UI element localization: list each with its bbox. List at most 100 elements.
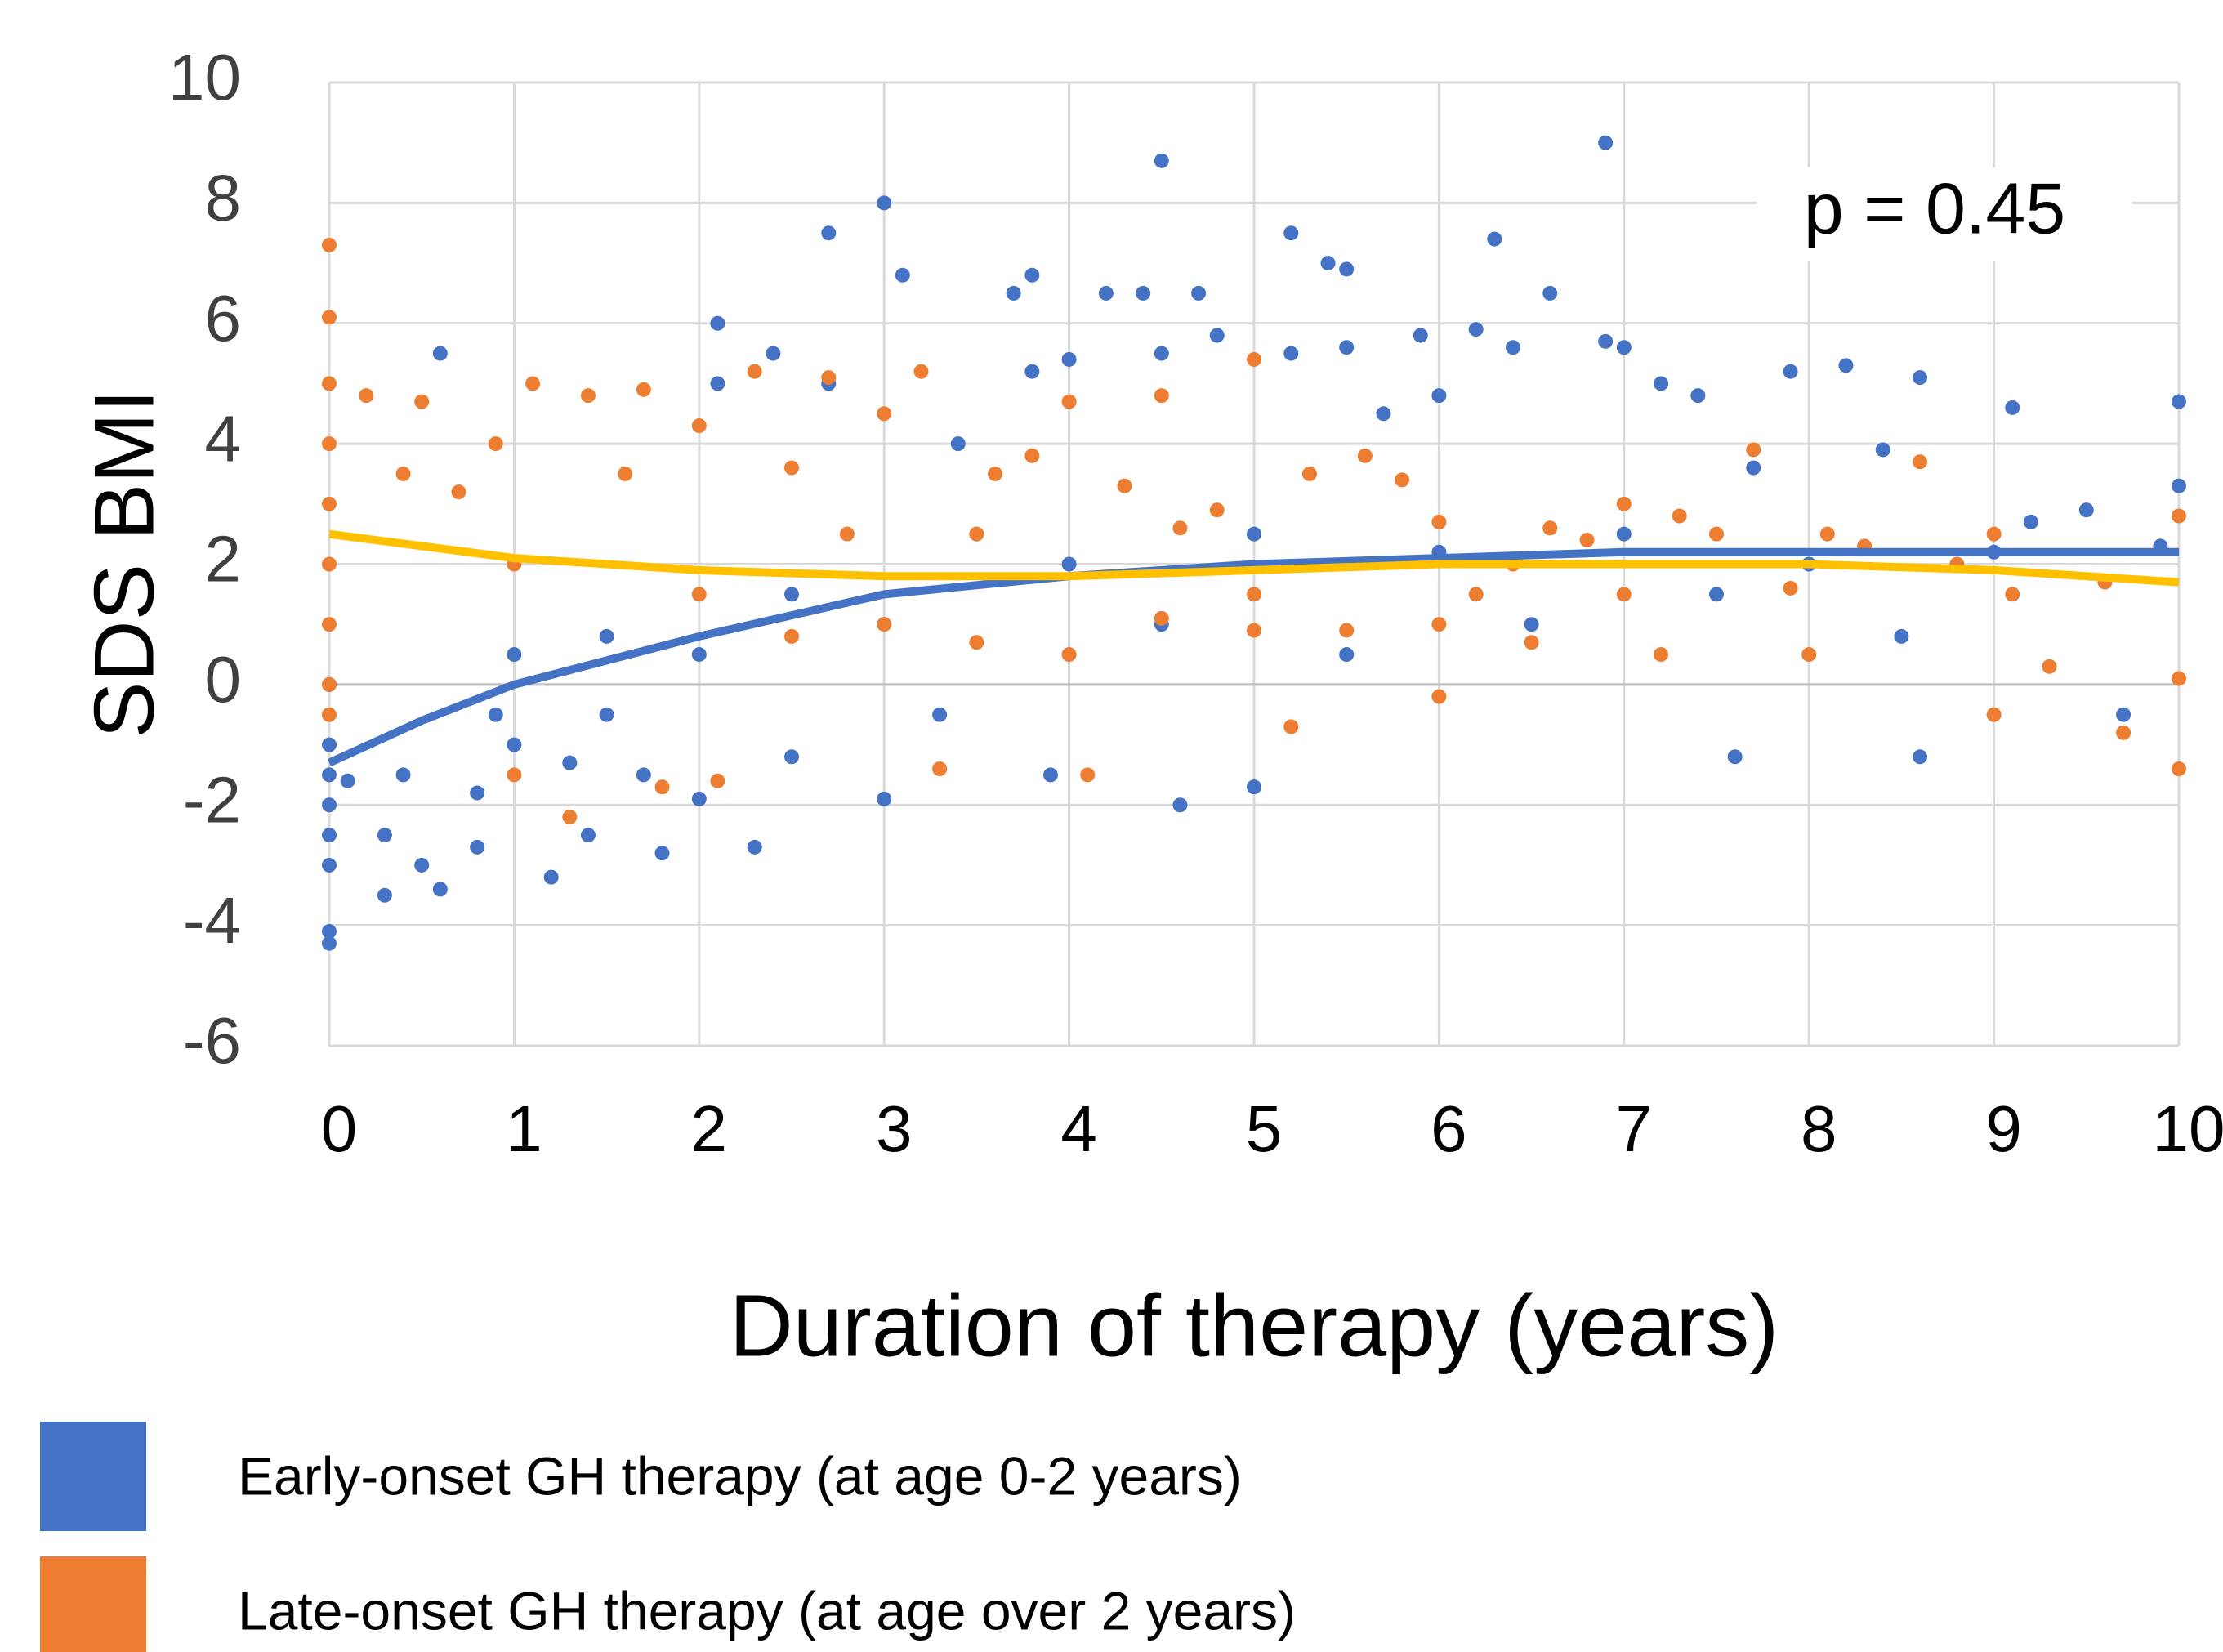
point <box>654 846 670 861</box>
point <box>2172 394 2186 409</box>
point <box>747 839 762 855</box>
point <box>322 617 337 632</box>
point <box>432 882 448 897</box>
point <box>1247 587 1261 602</box>
point <box>1283 225 1299 241</box>
point <box>1339 623 1355 638</box>
point <box>766 346 781 361</box>
point <box>395 466 411 481</box>
legend-label: Early-onset GH therapy (at age 0-2 years… <box>238 1445 1242 1506</box>
point <box>1709 526 1724 542</box>
point <box>877 406 892 422</box>
point <box>1431 514 1447 529</box>
point <box>580 388 596 404</box>
y-tick-label: -4 <box>183 884 241 957</box>
point <box>1746 460 1761 476</box>
point <box>636 767 651 783</box>
point <box>377 887 392 903</box>
point <box>1616 526 1632 542</box>
point <box>507 737 522 752</box>
point <box>932 707 948 722</box>
x-tick-label: 3 <box>876 1092 913 1165</box>
point <box>1783 580 1798 596</box>
point <box>710 773 725 788</box>
x-tick-label: 8 <box>1801 1092 1837 1165</box>
point <box>599 628 614 644</box>
point <box>969 526 984 542</box>
point <box>543 869 559 885</box>
point <box>1654 647 1669 663</box>
point <box>1487 231 1502 247</box>
point <box>913 364 929 379</box>
point <box>1913 454 1928 470</box>
point <box>322 935 337 951</box>
point <box>1616 340 1632 355</box>
point <box>1136 285 1151 301</box>
point <box>322 737 337 752</box>
point <box>377 828 392 843</box>
point <box>507 647 522 663</box>
point <box>562 755 578 770</box>
point <box>1098 285 1114 301</box>
point <box>1024 448 1040 463</box>
point <box>1283 346 1299 361</box>
point <box>1801 647 1817 663</box>
point <box>1154 388 1169 404</box>
point <box>488 707 503 722</box>
point <box>2172 478 2186 493</box>
point <box>821 370 837 386</box>
point <box>1209 328 1225 343</box>
point <box>322 707 337 722</box>
point <box>2172 671 2186 686</box>
point <box>451 484 466 500</box>
y-axis-label: SDS BMI <box>77 389 172 739</box>
point <box>1616 496 1632 511</box>
x-tick-label: 4 <box>1060 1092 1097 1165</box>
point <box>1894 628 1909 644</box>
point <box>710 315 725 331</box>
x-tick-label: 2 <box>691 1092 728 1165</box>
point <box>1376 406 1391 422</box>
point <box>359 388 374 404</box>
point <box>969 635 984 650</box>
point <box>1542 285 1558 301</box>
point <box>1154 610 1169 626</box>
point <box>1431 617 1447 632</box>
point <box>784 749 799 765</box>
annotation-box <box>1757 167 2132 261</box>
point <box>1746 442 1761 458</box>
point <box>710 376 725 391</box>
legend-swatch <box>40 1422 146 1531</box>
point <box>1080 767 1096 783</box>
point <box>1061 556 1077 572</box>
point <box>988 466 1003 481</box>
point <box>1209 502 1225 518</box>
point <box>1986 707 2002 722</box>
point <box>562 809 578 824</box>
point <box>1727 749 1743 765</box>
point <box>1913 370 1928 386</box>
point <box>1061 647 1077 663</box>
point <box>1357 448 1373 463</box>
y-tick-label: 6 <box>205 282 242 355</box>
point <box>1524 635 1539 650</box>
point <box>950 436 966 452</box>
point <box>507 767 522 783</box>
point <box>895 267 910 283</box>
point <box>932 761 948 777</box>
y-tick-label: -2 <box>183 763 241 836</box>
point <box>1468 322 1484 337</box>
point <box>691 418 707 434</box>
point <box>618 466 633 481</box>
x-tick-label: 1 <box>506 1092 542 1165</box>
point <box>691 791 707 806</box>
point <box>1247 623 1261 638</box>
point <box>1061 351 1077 367</box>
point <box>2116 725 2131 740</box>
y-tick-label: 10 <box>168 41 241 114</box>
point <box>1598 135 1614 150</box>
point <box>1301 466 1317 481</box>
legend-swatch <box>40 1556 146 1652</box>
